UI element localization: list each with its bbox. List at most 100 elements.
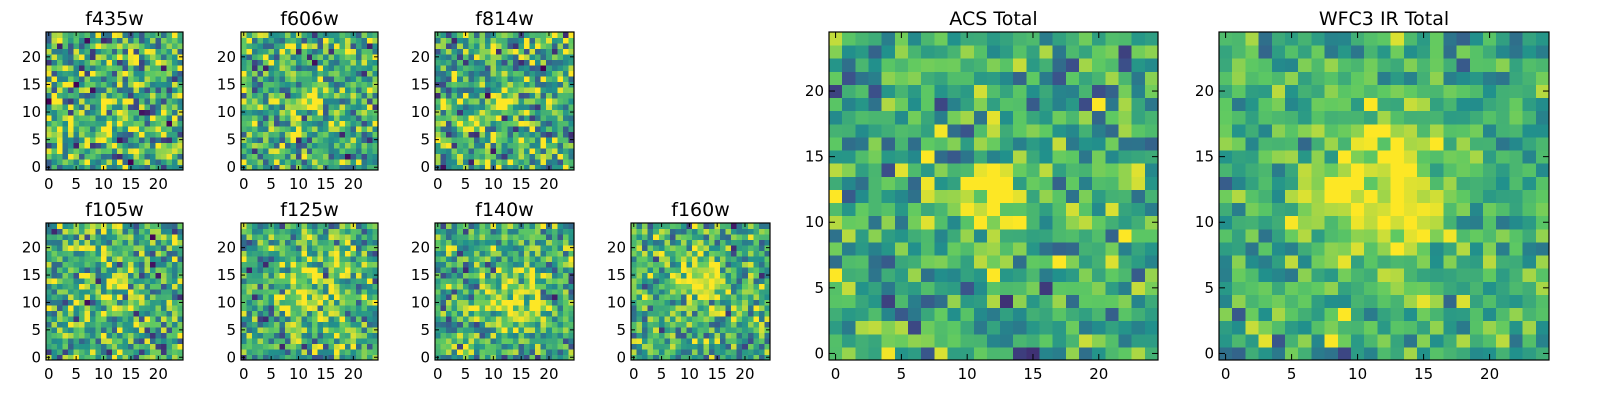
heatmap-cell xyxy=(468,98,475,105)
heatmap-cell xyxy=(669,316,676,323)
heatmap-cell xyxy=(557,349,564,356)
heatmap-cell xyxy=(262,310,269,317)
heatmap-cell xyxy=(523,266,531,273)
heatmap-cell xyxy=(150,244,157,251)
heatmap-cell xyxy=(95,70,102,77)
heatmap-cell xyxy=(496,250,503,257)
heatmap-cell xyxy=(356,228,363,235)
heatmap-cell xyxy=(1079,241,1093,256)
heatmap-cell xyxy=(62,131,69,138)
y-tick-label: 10 xyxy=(411,293,430,311)
heatmap-cell xyxy=(172,228,179,235)
heatmap-cell xyxy=(312,147,319,154)
heatmap-cell xyxy=(440,343,447,350)
heatmap-cell xyxy=(529,43,536,50)
heatmap-cell xyxy=(686,343,693,350)
heatmap-cell xyxy=(473,48,480,55)
heatmap-cell xyxy=(345,164,352,171)
heatmap-cell xyxy=(636,233,643,240)
heatmap-cell xyxy=(89,153,96,160)
heatmap-cell xyxy=(67,147,74,154)
heatmap-cell xyxy=(747,277,754,284)
heatmap-cell xyxy=(692,305,699,312)
heatmap-cell xyxy=(546,120,553,127)
heatmap-cell xyxy=(518,158,525,165)
heatmap-cell xyxy=(367,332,374,339)
heatmap-cell xyxy=(446,164,453,171)
heatmap-cell xyxy=(960,202,975,217)
heatmap-cell xyxy=(446,250,453,257)
heatmap-cell xyxy=(457,349,464,356)
heatmap-cell xyxy=(290,103,297,110)
heatmap-cell xyxy=(535,272,542,279)
heatmap-cell xyxy=(546,147,553,154)
heatmap-cell xyxy=(523,327,531,334)
heatmap-cell xyxy=(496,37,503,44)
heatmap-cell xyxy=(523,153,531,160)
heatmap-cell xyxy=(451,59,458,66)
heatmap-cell xyxy=(262,32,269,39)
heatmap-cell xyxy=(473,114,480,121)
heatmap-cell xyxy=(697,255,704,262)
heatmap-cell xyxy=(653,294,660,301)
heatmap-cell xyxy=(273,87,280,94)
heatmap-cell xyxy=(139,343,146,350)
heatmap-cell xyxy=(361,332,368,339)
heatmap-cell xyxy=(557,65,564,72)
heatmap-cell xyxy=(150,54,157,61)
heatmap-cell xyxy=(328,153,335,160)
heatmap-cell xyxy=(546,244,553,251)
heatmap-cell xyxy=(100,261,107,268)
heatmap-cell xyxy=(128,338,135,345)
heatmap-cell xyxy=(161,223,168,229)
heatmap-cell xyxy=(78,239,85,246)
heatmap-cell xyxy=(440,37,447,44)
y-tick-label: 0 xyxy=(616,348,626,366)
heatmap-cell xyxy=(986,228,1001,243)
heatmap-cell xyxy=(440,316,447,323)
heatmap-cell xyxy=(295,103,302,110)
heatmap-cell xyxy=(1013,294,1027,309)
heatmap-cell xyxy=(868,163,883,177)
heatmap-cell xyxy=(106,266,113,273)
heatmap-cell xyxy=(675,305,682,312)
heatmap-cell xyxy=(367,266,374,273)
heatmap-cell xyxy=(334,70,341,77)
heatmap-cell xyxy=(345,310,352,317)
heatmap-cell xyxy=(518,92,525,99)
heatmap-cell xyxy=(568,114,575,121)
x-tick-label: 20 xyxy=(735,365,754,383)
heatmap-cell xyxy=(317,54,324,61)
heatmap-cell xyxy=(150,327,157,334)
heatmap-cell xyxy=(100,37,107,44)
heatmap-cell xyxy=(251,59,258,66)
heatmap-cell xyxy=(251,98,258,105)
heatmap-cell xyxy=(490,321,497,328)
heatmap-cell xyxy=(317,92,324,99)
heatmap-cell xyxy=(457,103,464,110)
heatmap-cell xyxy=(251,158,258,165)
heatmap-cell xyxy=(279,32,286,39)
heatmap-cell xyxy=(95,354,102,361)
heatmap-cell xyxy=(829,176,843,190)
heatmap-cell xyxy=(284,288,291,295)
heatmap-cell xyxy=(46,48,52,55)
heatmap-cell xyxy=(361,43,368,50)
heatmap-cell xyxy=(440,244,447,251)
heatmap-cell xyxy=(279,354,286,361)
heatmap-cell xyxy=(246,255,253,262)
heatmap-cell xyxy=(67,305,74,312)
heatmap-cell xyxy=(692,316,699,323)
heatmap-cell xyxy=(758,277,765,284)
heatmap-cell xyxy=(535,261,542,268)
heatmap-cell xyxy=(642,299,649,306)
heatmap-cell xyxy=(742,255,749,262)
heatmap-cell xyxy=(551,120,558,127)
heatmap-cell xyxy=(367,43,374,50)
heatmap-cell xyxy=(150,299,157,306)
heatmap-cell xyxy=(122,120,129,127)
heatmap-cell xyxy=(446,76,453,83)
heatmap-cell xyxy=(451,76,458,83)
heatmap-cell xyxy=(78,255,85,262)
heatmap-cell xyxy=(62,87,69,94)
